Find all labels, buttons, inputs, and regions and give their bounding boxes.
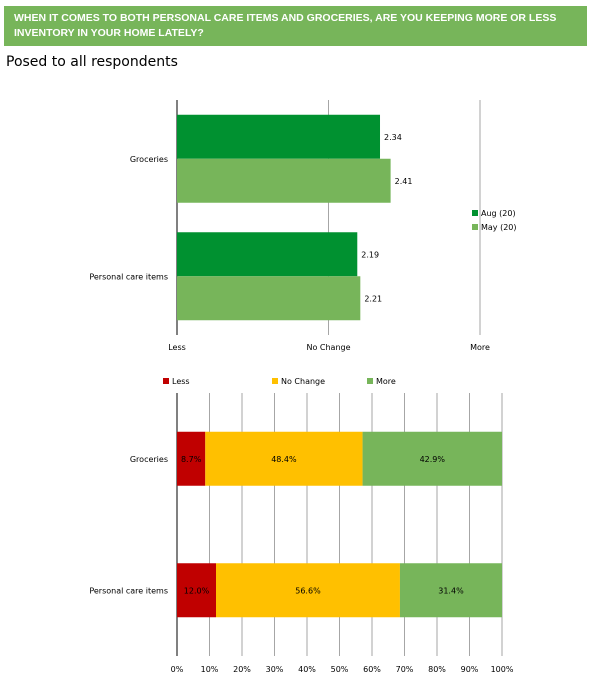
x-tick-label: 70% — [396, 665, 414, 674]
x-tick-label: 50% — [331, 665, 349, 674]
x-tick-label: 90% — [461, 665, 479, 674]
data-label-may-20-groceries: 2.41 — [395, 177, 413, 186]
x-tick-label: No Change — [306, 343, 350, 352]
bar-may-20-groceries — [177, 158, 391, 203]
x-tick-label: 10% — [201, 665, 219, 674]
x-tick-label: Less — [168, 343, 186, 352]
legend-swatch-more — [367, 378, 373, 384]
data-label-aug-20-personal-care-items: 2.19 — [361, 250, 379, 259]
x-tick-label: 20% — [233, 665, 251, 674]
data-label-more-personal-care-items: 31.4% — [438, 586, 464, 595]
legend-swatch-less — [163, 378, 169, 384]
bar-aug-20-groceries — [177, 114, 381, 159]
x-tick-label: 40% — [298, 665, 316, 674]
chart-subtitle: Posed to all respondents — [6, 54, 178, 70]
x-tick-label: 60% — [363, 665, 381, 674]
bar-segment-more-personal-care-items — [399, 563, 502, 618]
legend-label-aug-20: Aug (20) — [481, 209, 516, 218]
bar-segment-less-personal-care-items — [177, 563, 216, 618]
data-label-more-groceries: 42.9% — [420, 455, 446, 464]
chart-title-banner: WHEN IT COMES TO BOTH PERSONAL CARE ITEM… — [4, 6, 587, 46]
bar-segment-no-change-groceries — [205, 431, 363, 486]
legend-swatch-aug-20 — [472, 210, 478, 216]
legend-swatch-no-change — [272, 378, 278, 384]
legend-swatch-may-20 — [472, 224, 478, 230]
x-tick-label: 100% — [491, 665, 514, 674]
legend-label-no-change: No Change — [281, 377, 325, 386]
data-label-less-personal-care-items: 12.0% — [184, 586, 210, 595]
x-tick-label: 30% — [266, 665, 284, 674]
bar-segment-no-change-personal-care-items — [216, 563, 400, 618]
data-label-less-groceries: 8.7% — [181, 455, 202, 464]
legend-label-more: More — [376, 377, 396, 386]
bar-aug-20-personal-care-items — [177, 232, 358, 277]
chart-title: WHEN IT COMES TO BOTH PERSONAL CARE ITEM… — [14, 12, 557, 39]
x-tick-label: 0% — [171, 665, 184, 674]
data-label-no-change-groceries: 48.4% — [271, 455, 297, 464]
bar-may-20-personal-care-items — [177, 276, 361, 321]
legend-label-less: Less — [172, 377, 190, 386]
bar-segment-more-groceries — [362, 431, 502, 486]
data-label-may-20-personal-care-items: 2.21 — [364, 294, 382, 303]
x-tick-label: More — [470, 343, 490, 352]
category-label-personal-care-items: Personal care items — [89, 586, 168, 595]
bar-segment-less-groceries — [177, 431, 206, 486]
x-tick-label: 80% — [428, 665, 446, 674]
category-label-groceries: Groceries — [130, 155, 168, 164]
legend-label-may-20: May (20) — [481, 223, 517, 232]
data-label-aug-20-groceries: 2.34 — [384, 133, 402, 142]
data-label-no-change-personal-care-items: 56.6% — [295, 586, 321, 595]
category-label-groceries: Groceries — [130, 455, 168, 464]
category-label-personal-care-items: Personal care items — [89, 272, 168, 281]
